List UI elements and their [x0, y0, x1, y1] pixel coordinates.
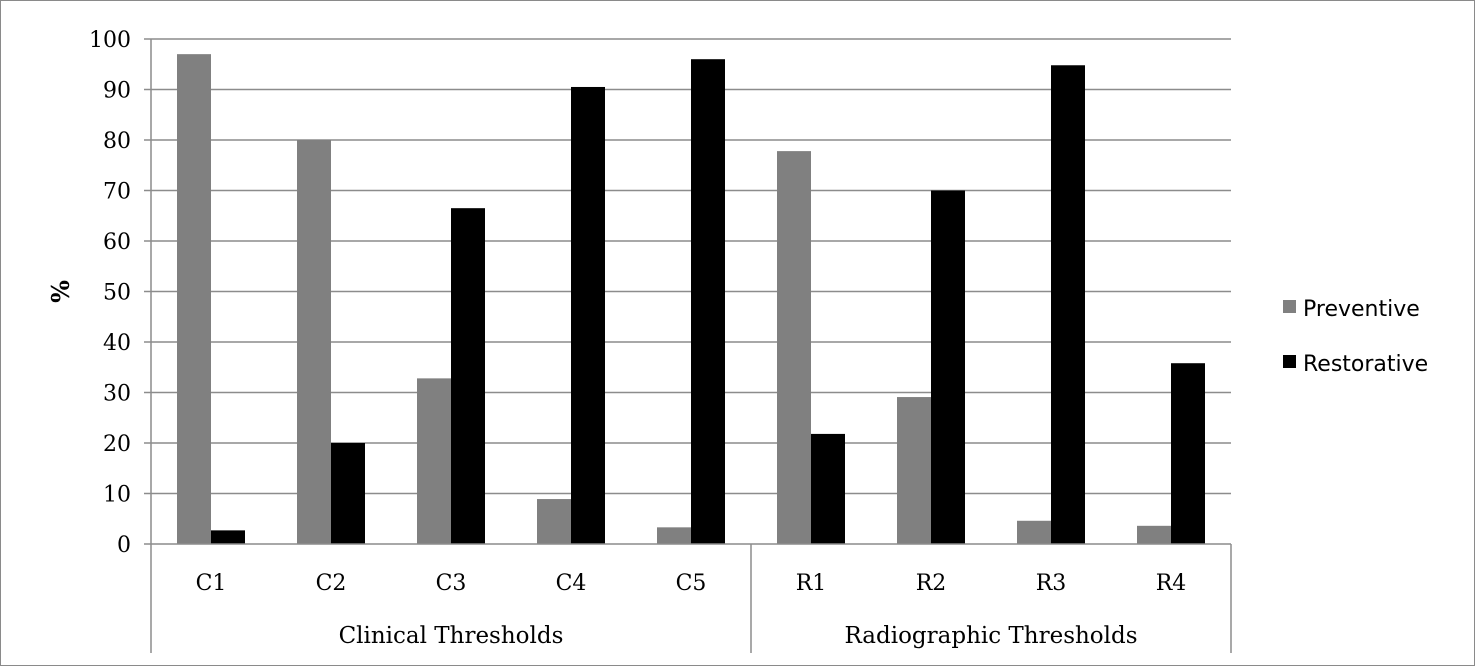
bar-restorative-r2 — [931, 190, 965, 544]
x-tick-label: C1 — [196, 571, 227, 596]
y-tick-label: 40 — [103, 331, 131, 356]
x-tick-label: R4 — [1156, 571, 1187, 596]
bar-preventive-r4 — [1137, 525, 1171, 544]
y-tick-label: 50 — [103, 281, 131, 306]
bar-preventive-c4 — [537, 499, 571, 544]
y-tick-label: 10 — [103, 483, 131, 508]
y-axis-label: % — [46, 280, 75, 303]
axes — [144, 38, 1232, 653]
bar-restorative-r3 — [1051, 65, 1085, 544]
y-tick-label: 20 — [103, 432, 131, 457]
bar-preventive-r3 — [1017, 520, 1051, 544]
bars — [177, 54, 1205, 545]
legend-label-preventive: Preventive — [1303, 297, 1420, 322]
bar-preventive-r2 — [897, 397, 931, 544]
y-tick-label: 100 — [89, 28, 131, 53]
bar-preventive-c5 — [657, 527, 691, 544]
bar-restorative-c2 — [331, 443, 365, 544]
bar-restorative-c3 — [451, 208, 485, 545]
y-tick-label: 30 — [103, 382, 131, 407]
bar-restorative-r4 — [1171, 363, 1205, 544]
bar-preventive-c1 — [177, 54, 211, 545]
bar-preventive-c2 — [297, 140, 331, 544]
bar-restorative-c1 — [211, 530, 245, 544]
x-tick-label: R2 — [916, 571, 947, 596]
legend: Preventive Restorative — [1283, 297, 1428, 377]
legend-swatch-preventive — [1283, 300, 1296, 313]
y-tick-labels: 0 10 20 30 40 50 60 70 80 90 100 — [89, 28, 131, 558]
x-tick-label: R1 — [796, 571, 827, 596]
group-label: Clinical Thresholds — [339, 623, 564, 649]
x-tick-label: C3 — [436, 571, 467, 596]
bar-preventive-c3 — [417, 378, 451, 544]
bar-restorative-c5 — [691, 59, 725, 544]
y-tick-label: 0 — [117, 533, 131, 558]
x-tick-label: R3 — [1036, 571, 1067, 596]
x-tick-label: C5 — [676, 571, 707, 596]
bar-restorative-r1 — [811, 433, 845, 544]
group-label: Radiographic Thresholds — [844, 623, 1137, 649]
y-tick-label: 90 — [103, 79, 131, 104]
bar-restorative-c4 — [571, 86, 605, 544]
legend-label-restorative: Restorative — [1303, 352, 1428, 377]
legend-swatch-restorative — [1283, 355, 1296, 368]
x-tick-label: C4 — [556, 571, 587, 596]
y-tick-label: 70 — [103, 180, 131, 205]
x-tick-labels: C1 C2 C3 C4 C5 R1 R2 R3 R4 — [196, 571, 1187, 596]
y-tick-label: 60 — [103, 230, 131, 255]
x-tick-label: C2 — [316, 571, 347, 596]
group-labels: Clinical Thresholds Radiographic Threshol… — [339, 623, 1138, 649]
bar-preventive-r1 — [777, 151, 811, 545]
y-tick-label: 80 — [103, 129, 131, 154]
